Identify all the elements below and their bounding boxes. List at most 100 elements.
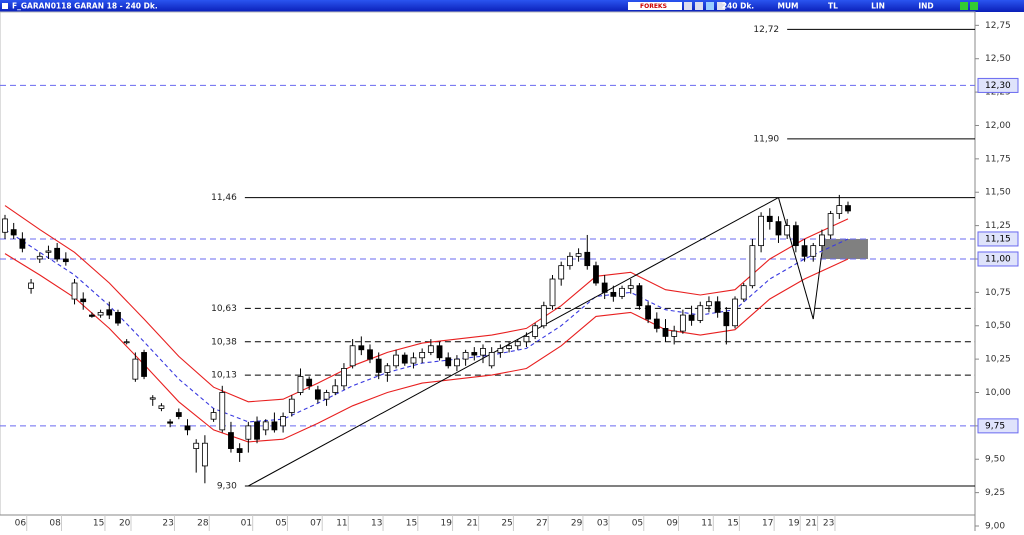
candle-body: [71, 282, 78, 300]
y-tick-label: 11,25: [985, 221, 1011, 231]
candle-body: [19, 238, 26, 249]
candle-body: [436, 345, 443, 359]
candle-body: [645, 305, 652, 320]
level-axis-box: [977, 231, 1019, 247]
candle-body: [228, 432, 234, 449]
y-tick-label: 12,75: [985, 21, 1011, 31]
toolbar-item[interactable]: IND: [918, 2, 933, 11]
toolbar-item[interactable]: MUM: [777, 2, 798, 11]
candle-body: [271, 421, 278, 431]
x-tick-label: 11: [336, 519, 347, 529]
tool-icon[interactable]: [684, 2, 692, 10]
candle-body: [740, 285, 747, 300]
candle-body: [827, 213, 834, 236]
candle-body: [245, 425, 252, 440]
x-tick-label: 13: [371, 519, 382, 529]
level-label: 10,63: [211, 304, 237, 314]
level-label: 9,30: [217, 481, 237, 491]
tool-icon[interactable]: [717, 2, 725, 10]
level-label: 12,72: [753, 25, 779, 35]
band-line: [4, 229, 849, 423]
candle-body: [401, 354, 408, 364]
candle-body: [775, 221, 782, 236]
candle-body: [566, 255, 573, 267]
candle-body: [349, 345, 356, 367]
candle-body: [593, 265, 599, 284]
y-tick-label: 11,75: [985, 154, 1011, 164]
level-label: 11,90: [753, 134, 779, 144]
candle-body: [532, 325, 539, 337]
x-tick-label: 19: [441, 519, 453, 529]
x-tick-label: 23: [162, 519, 173, 529]
plot-area: [0, 11, 976, 516]
title-bar: [0, 0, 1024, 12]
candle-body: [558, 265, 565, 280]
level-axis-box: [977, 77, 1019, 93]
candle-body: [627, 285, 634, 289]
toolbar-item[interactable]: TL: [828, 2, 838, 11]
y-tick-label: 10,50: [985, 321, 1011, 331]
candle-body: [584, 251, 591, 267]
candle-body: [506, 345, 512, 349]
toolbar-item[interactable]: 240 Dk.: [722, 2, 754, 11]
candle-body: [262, 421, 269, 431]
trend-line: [812, 252, 823, 320]
x-tick-label: 01: [241, 519, 252, 529]
x-tick-label: 21: [806, 519, 817, 529]
candle-body: [514, 341, 521, 347]
y-tick-label: 9,00: [985, 522, 1005, 532]
candle-body: [384, 365, 391, 373]
candle-body: [810, 245, 817, 257]
candle-body: [201, 442, 208, 467]
level-label: 11,46: [211, 193, 237, 203]
x-tick-label: 15: [406, 519, 417, 529]
candle-body: [732, 298, 738, 327]
trend-line: [777, 197, 814, 320]
candle-body: [801, 245, 808, 257]
candle-body: [288, 398, 295, 413]
tool-icon[interactable]: [706, 2, 714, 10]
candle-body: [445, 357, 452, 367]
y-tick-label: 9,25: [985, 488, 1005, 498]
x-tick-label: 15: [93, 519, 104, 529]
candle-body: [62, 258, 69, 263]
candle-body: [410, 357, 417, 364]
logo: FOREKS: [640, 3, 667, 10]
candle-body: [2, 218, 8, 233]
toolbar-item[interactable]: LIN: [871, 2, 885, 11]
candle-body: [549, 278, 556, 307]
tool-icon[interactable]: [970, 2, 978, 10]
candle-body: [758, 215, 764, 247]
candle-body: [167, 421, 174, 424]
tool-icon[interactable]: [960, 2, 968, 10]
x-tick-label: 15: [727, 519, 738, 529]
x-tick-label: 21: [467, 519, 478, 529]
candle-body: [358, 345, 365, 351]
candle-body: [219, 392, 226, 431]
chart-title: F_GARAN0118 GARAN 18 - 240 Dk.: [12, 2, 158, 11]
x-tick-label: 08: [49, 519, 61, 529]
candle-body: [427, 345, 434, 353]
band-line: [4, 205, 849, 403]
x-tick-label: 05: [275, 519, 286, 529]
candle-body: [792, 225, 799, 247]
candle-body: [158, 405, 165, 409]
candle-body: [314, 389, 321, 400]
candle-body: [688, 314, 695, 321]
candle-body: [697, 305, 704, 321]
tool-icon[interactable]: [695, 2, 703, 10]
level-axis-label: 12,30: [985, 81, 1011, 91]
x-tick-label: 19: [788, 519, 800, 529]
candle-body: [601, 282, 608, 293]
candle-body: [845, 205, 851, 212]
candle-body: [115, 311, 121, 324]
level-axis-label: 11,15: [985, 234, 1011, 244]
y-tick-label: 10,75: [985, 288, 1011, 298]
candle-body: [393, 354, 399, 367]
candle-body: [367, 349, 373, 360]
candle-body: [141, 352, 147, 377]
candle-body: [723, 311, 730, 327]
candle-body: [10, 229, 17, 236]
x-tick-label: 25: [501, 519, 512, 529]
